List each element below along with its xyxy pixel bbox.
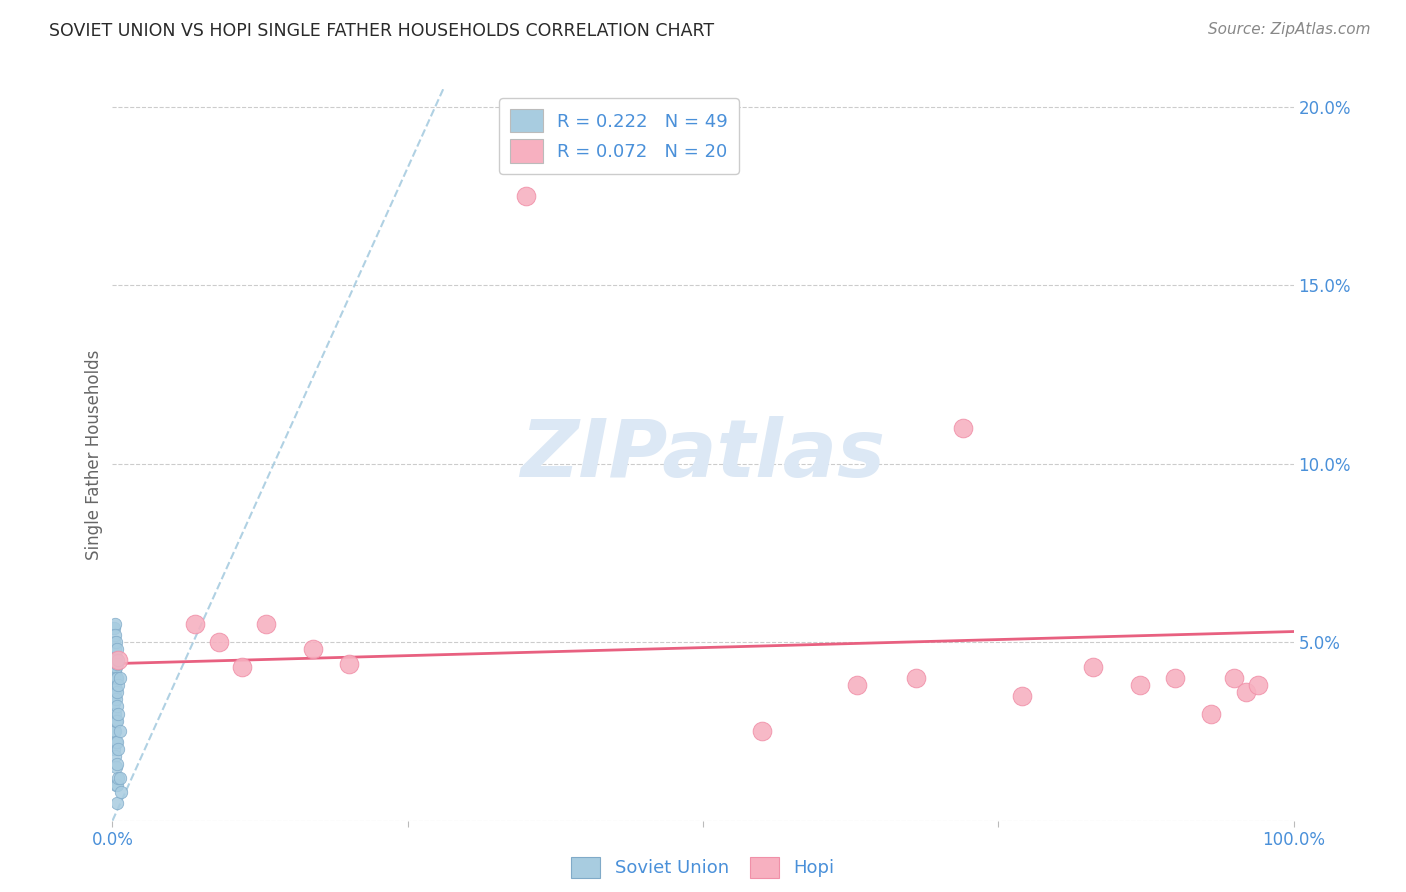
Point bbox=[904, 671, 927, 685]
Point bbox=[1234, 685, 1257, 699]
Point bbox=[105, 714, 128, 728]
Point bbox=[1247, 678, 1270, 692]
Point bbox=[104, 664, 127, 678]
Text: SOVIET UNION VS HOPI SINGLE FATHER HOUSEHOLDS CORRELATION CHART: SOVIET UNION VS HOPI SINGLE FATHER HOUSE… bbox=[49, 22, 714, 40]
Point bbox=[104, 724, 127, 739]
Point bbox=[103, 649, 125, 664]
Point bbox=[515, 189, 537, 203]
Point bbox=[107, 771, 129, 785]
Text: ZIPatlas: ZIPatlas bbox=[520, 416, 886, 494]
Point bbox=[104, 689, 127, 703]
Point bbox=[103, 706, 125, 721]
Point bbox=[110, 785, 132, 799]
Point bbox=[184, 617, 207, 632]
Point bbox=[104, 628, 127, 642]
Point bbox=[103, 635, 125, 649]
Point bbox=[105, 692, 128, 706]
Point bbox=[103, 671, 125, 685]
Point bbox=[104, 678, 127, 692]
Point bbox=[107, 653, 129, 667]
Point bbox=[105, 671, 128, 685]
Point bbox=[107, 742, 129, 756]
Legend: Soviet Union, Hopi: Soviet Union, Hopi bbox=[564, 849, 842, 885]
Point bbox=[104, 706, 127, 721]
Point bbox=[104, 749, 127, 764]
Point bbox=[103, 742, 125, 756]
Point bbox=[103, 696, 125, 710]
Point bbox=[107, 653, 129, 667]
Point bbox=[254, 617, 277, 632]
Point bbox=[105, 735, 128, 749]
Point bbox=[107, 706, 129, 721]
Point bbox=[105, 649, 128, 664]
Point bbox=[105, 671, 128, 685]
Point bbox=[302, 642, 325, 657]
Point bbox=[103, 660, 125, 674]
Point bbox=[1129, 678, 1152, 692]
Point bbox=[105, 657, 128, 671]
Point bbox=[105, 756, 128, 771]
Point bbox=[104, 617, 127, 632]
Point bbox=[103, 621, 125, 635]
Point bbox=[108, 671, 131, 685]
Point bbox=[103, 685, 125, 699]
Point bbox=[952, 421, 974, 435]
Point bbox=[105, 778, 128, 792]
Point bbox=[105, 735, 128, 749]
Point bbox=[105, 778, 128, 792]
Point bbox=[108, 771, 131, 785]
Point bbox=[208, 635, 231, 649]
Point bbox=[104, 653, 127, 667]
Point bbox=[751, 724, 773, 739]
Point bbox=[105, 660, 128, 674]
Point bbox=[107, 678, 129, 692]
Point bbox=[103, 724, 125, 739]
Point bbox=[104, 642, 127, 657]
Point bbox=[1081, 660, 1104, 674]
Point bbox=[845, 678, 868, 692]
Point bbox=[1011, 689, 1033, 703]
Text: Source: ZipAtlas.com: Source: ZipAtlas.com bbox=[1208, 22, 1371, 37]
Point bbox=[105, 796, 128, 810]
Point bbox=[105, 635, 128, 649]
Point bbox=[1164, 671, 1187, 685]
Point bbox=[105, 699, 128, 714]
Point bbox=[1223, 671, 1246, 685]
Point bbox=[105, 685, 128, 699]
Point bbox=[108, 724, 131, 739]
Point bbox=[105, 642, 128, 657]
Point bbox=[1199, 706, 1222, 721]
Point bbox=[337, 657, 360, 671]
Point bbox=[105, 714, 128, 728]
Point bbox=[105, 760, 128, 774]
Point bbox=[231, 660, 253, 674]
Y-axis label: Single Father Households: Single Father Households bbox=[84, 350, 103, 560]
Point bbox=[105, 681, 128, 696]
